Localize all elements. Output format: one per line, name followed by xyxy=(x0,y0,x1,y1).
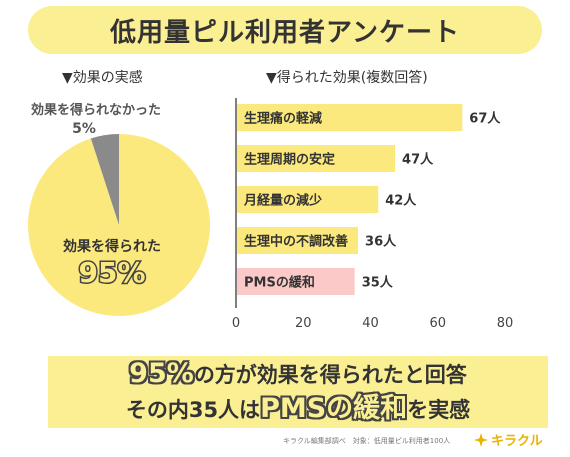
pie-chart-title: ▼効果の実感 xyxy=(62,70,143,86)
x-tick-label-3: 60 xyxy=(429,316,446,331)
summary-highlight-pms: PMSの緩和 xyxy=(260,393,408,424)
bar-category-label-2: 月経量の減少 xyxy=(243,193,322,209)
pie-slice-0 xyxy=(28,134,211,316)
bar-value-label-1: 47人 xyxy=(402,152,434,168)
pie-slice-1 xyxy=(90,134,119,225)
brand-logo: キラクル xyxy=(474,430,543,449)
x-tick-label-0: 0 xyxy=(232,316,240,331)
bar-3 xyxy=(237,227,359,254)
pie-label-effective: 効果を得られた xyxy=(63,238,161,255)
bar-category-label-4: PMSの緩和 xyxy=(244,275,315,291)
bar-value-label-4: 35人 xyxy=(362,275,394,291)
summary-line-2-prefix: その内35人は xyxy=(125,398,261,422)
bar-2 xyxy=(237,186,379,213)
bar-chart-title: ▼得られた効果(複数回答) xyxy=(266,70,428,86)
x-tick-label-4: 80 xyxy=(497,316,514,331)
pie-label-not-effective: 効果を得られなかった xyxy=(31,102,161,118)
summary-line-1-text: の方が効果を得られたと回答 xyxy=(193,363,467,387)
summary-box: 95%の方が効果を得られたと回答 その内35人はPMSの緩和を実感 xyxy=(48,356,548,428)
summary-line-2-suffix: を実感 xyxy=(407,398,471,422)
bar-0 xyxy=(237,104,463,131)
page-title: 低用量ピル利用者アンケート xyxy=(28,6,542,54)
pie-value-not-effective: 5% xyxy=(72,121,96,137)
bar-1 xyxy=(237,145,396,172)
summary-highlight-percent: 95% xyxy=(129,358,194,389)
bar-category-label-0: 生理痛の軽減 xyxy=(244,111,322,127)
brand-logo-text: キラクル xyxy=(491,434,543,449)
pie-value-effective: 95% xyxy=(78,256,145,289)
bar-value-label-3: 36人 xyxy=(365,234,397,250)
survey-source-note: キラクル編集部調べ 対象：低用量ピル利用者100人 xyxy=(283,437,451,445)
bar-4 xyxy=(237,268,355,295)
bar-category-label-1: 生理周期の安定 xyxy=(244,152,335,168)
sparkle-icon xyxy=(474,432,488,447)
bar-value-label-2: 42人 xyxy=(385,193,417,209)
bar-value-label-0: 67人 xyxy=(469,111,501,127)
x-tick-label-1: 20 xyxy=(295,316,312,331)
summary-line-1: 95%の方が効果を得られたと回答 xyxy=(129,357,467,392)
x-tick-label-2: 40 xyxy=(362,316,379,331)
bar-category-label-3: 生理中の不調改善 xyxy=(244,234,348,250)
summary-line-2: その内35人はPMSの緩和を実感 xyxy=(126,392,470,427)
